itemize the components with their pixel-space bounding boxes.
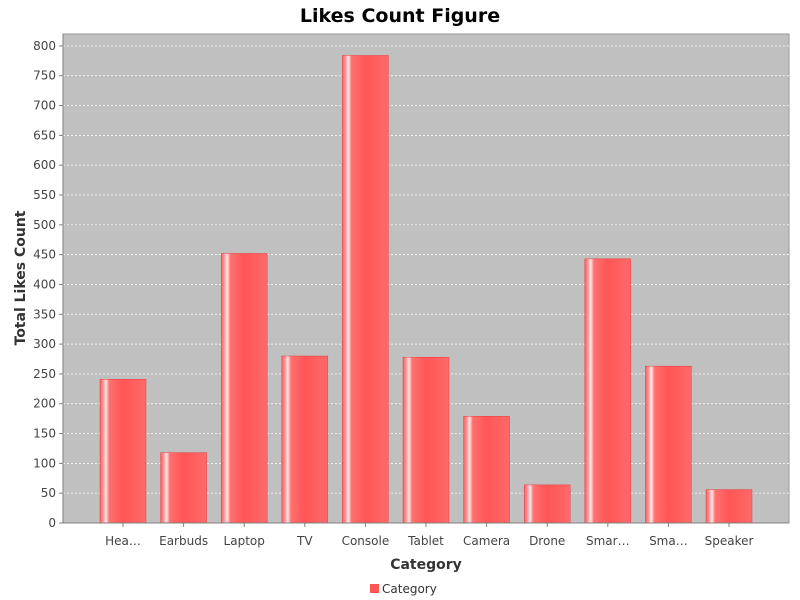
y-tick-label: 300: [33, 337, 56, 351]
bar: [463, 416, 510, 524]
x-tick-label: Earbuds: [159, 534, 208, 548]
x-tick-label: Drone: [529, 534, 565, 548]
y-axis-ticks: 0 50 100 150 200 250 300 350 400 450 500 550 600 650 7…: [33, 39, 63, 530]
legend: Category: [370, 582, 437, 596]
bar: [342, 55, 389, 524]
legend-swatch: [370, 584, 379, 593]
y-tick-label: 500: [33, 218, 56, 232]
y-tick-label: 750: [33, 69, 56, 83]
y-tick-label: 200: [33, 397, 56, 411]
x-tick-label: Tablet: [407, 534, 444, 548]
bars: [99, 55, 753, 524]
x-tick-label: Sma…: [649, 534, 688, 548]
x-tick-label: Hea…: [105, 534, 141, 548]
x-axis-title: Category: [390, 557, 462, 573]
bar: [584, 258, 632, 524]
bar: [281, 355, 329, 524]
x-tick-label: Camera: [463, 534, 510, 548]
x-tick-label: Laptop: [224, 534, 265, 548]
y-tick-label: 400: [33, 277, 56, 291]
bar: [402, 356, 450, 524]
x-tick-label: Console: [342, 534, 390, 548]
x-tick-label: Smar…: [586, 534, 630, 548]
y-tick-label: 50: [41, 486, 56, 500]
bar: [160, 452, 207, 524]
bar: [705, 489, 753, 524]
bar: [523, 484, 571, 524]
bar: [99, 379, 147, 524]
y-tick-label: 100: [33, 456, 56, 470]
x-tick-label: TV: [296, 534, 313, 548]
bar: [645, 365, 692, 524]
y-tick-label: 450: [33, 248, 56, 262]
y-tick-label: 250: [33, 367, 56, 381]
y-axis-title: Total Likes Count: [13, 210, 29, 345]
x-axis-ticks: Hea… Earbuds Laptop TV Console Tablet Camera Dr…: [105, 523, 753, 548]
y-tick-label: 0: [48, 516, 56, 530]
y-tick-label: 650: [33, 128, 56, 142]
y-tick-label: 550: [33, 188, 56, 202]
bar: [220, 253, 268, 524]
x-tick-label: Speaker: [705, 534, 754, 548]
y-tick-label: 600: [33, 158, 56, 172]
chart-title: Likes Count Figure: [300, 5, 500, 27]
y-tick-label: 800: [33, 39, 56, 53]
y-tick-label: 700: [33, 99, 56, 113]
y-tick-label: 150: [33, 427, 56, 441]
legend-label: Category: [382, 582, 437, 596]
y-tick-label: 350: [33, 307, 56, 321]
